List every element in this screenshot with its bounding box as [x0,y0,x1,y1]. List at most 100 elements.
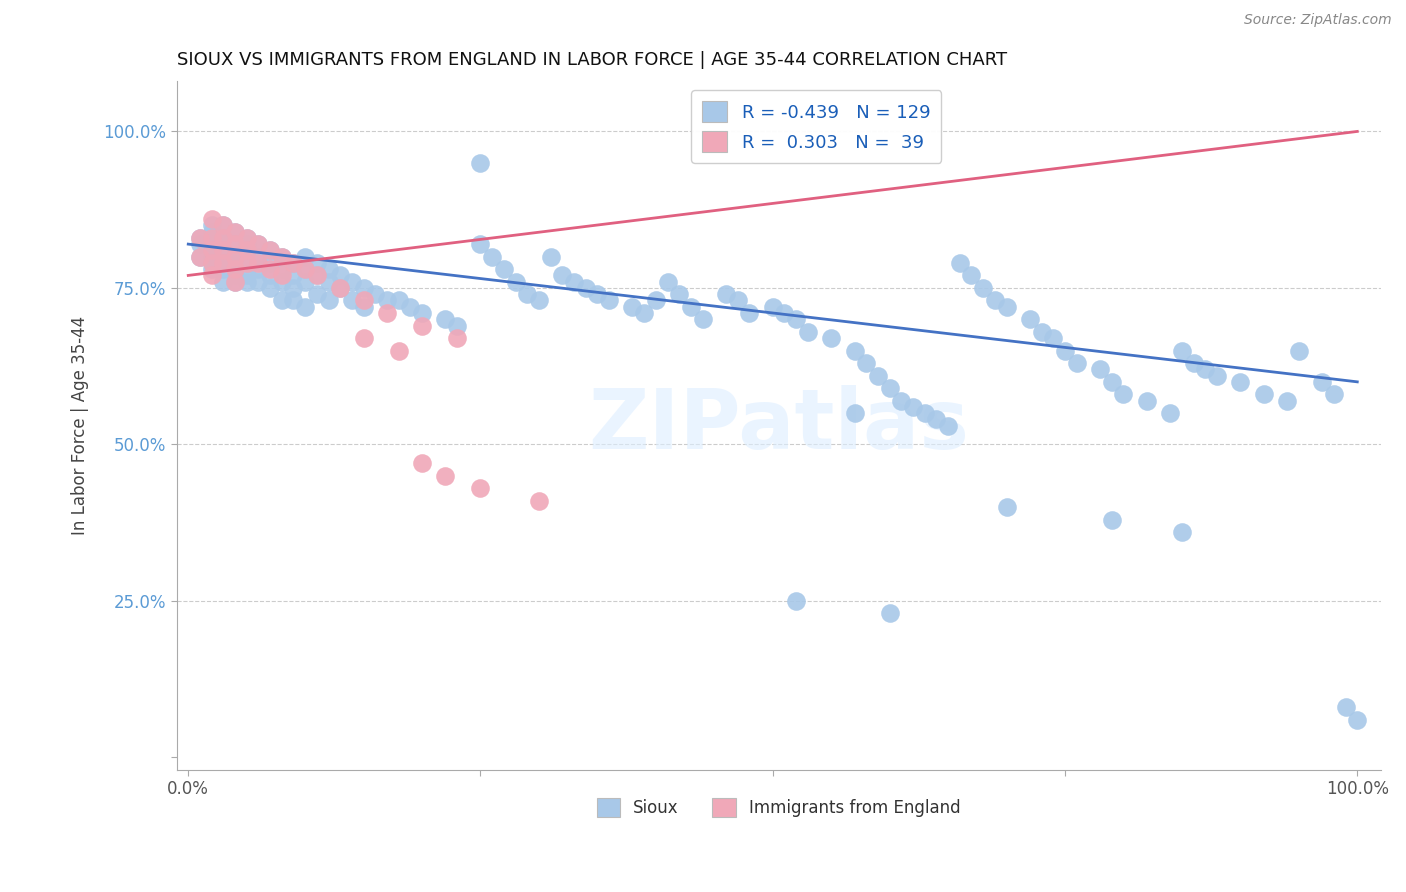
Point [621,300,644,314]
Point [212,231,235,245]
Point [1310,375,1333,389]
Point [1101,512,1123,526]
Point [1019,312,1042,326]
Point [1042,331,1064,345]
Point [879,381,901,395]
Point [247,237,270,252]
Point [914,406,936,420]
Point [329,281,352,295]
Point [446,331,468,345]
Point [305,268,328,283]
Point [201,231,224,245]
Point [1136,393,1159,408]
Point [586,287,609,301]
Point [1206,368,1229,383]
Point [1112,387,1135,401]
Point [201,212,224,227]
Point [820,331,842,345]
Point [259,244,281,258]
Point [785,594,807,608]
Point [434,468,457,483]
Point [201,225,224,239]
Point [224,250,246,264]
Point [972,281,994,295]
Point [340,275,363,289]
Point [201,244,224,258]
Point [283,281,305,295]
Point [283,256,305,270]
Point [1171,525,1194,540]
Point [201,268,224,283]
Point [470,155,492,169]
Point [201,250,224,264]
Point [399,300,422,314]
Point [259,268,281,283]
Point [470,237,492,252]
Point [1253,387,1275,401]
Point [294,250,316,264]
Point [201,219,224,233]
Point [679,300,702,314]
Point [1182,356,1205,370]
Point [188,250,211,264]
Point [562,275,585,289]
Point [960,268,983,283]
Point [1053,343,1076,358]
Text: ZIPatlas: ZIPatlas [588,385,969,467]
Point [201,256,224,270]
Point [353,300,375,314]
Point [259,262,281,277]
Point [212,231,235,245]
Point [201,262,224,277]
Point [270,268,292,283]
Point [294,275,316,289]
Point [201,256,224,270]
Point [294,262,316,277]
Text: Source: ZipAtlas.com: Source: ZipAtlas.com [1244,13,1392,28]
Point [879,607,901,621]
Point [411,456,433,470]
Point [1288,343,1310,358]
Point [283,293,305,308]
Point [188,250,211,264]
Point [247,275,270,289]
Point [481,250,503,264]
Point [995,500,1018,514]
Point [516,287,538,301]
Point [224,250,246,264]
Point [235,275,257,289]
Point [188,237,211,252]
Point [318,275,340,289]
Point [235,268,257,283]
Point [201,244,224,258]
Point [738,306,761,320]
Point [224,237,246,252]
Point [692,312,714,326]
Point [540,250,562,264]
Point [212,244,235,258]
Point [329,268,352,283]
Point [1194,362,1216,376]
Point [1334,700,1357,714]
Point [1275,393,1298,408]
Point [866,368,889,383]
Point [235,231,257,245]
Point [984,293,1007,308]
Point [318,262,340,277]
Point [305,287,328,301]
Point [797,325,820,339]
Point [644,293,666,308]
Point [212,244,235,258]
Point [668,287,690,301]
Point [283,268,305,283]
Point [259,244,281,258]
Point [235,231,257,245]
Point [270,262,292,277]
Point [283,256,305,270]
Point [470,481,492,495]
Point [551,268,574,283]
Point [844,343,866,358]
Point [224,225,246,239]
Point [224,275,246,289]
Point [1066,356,1088,370]
